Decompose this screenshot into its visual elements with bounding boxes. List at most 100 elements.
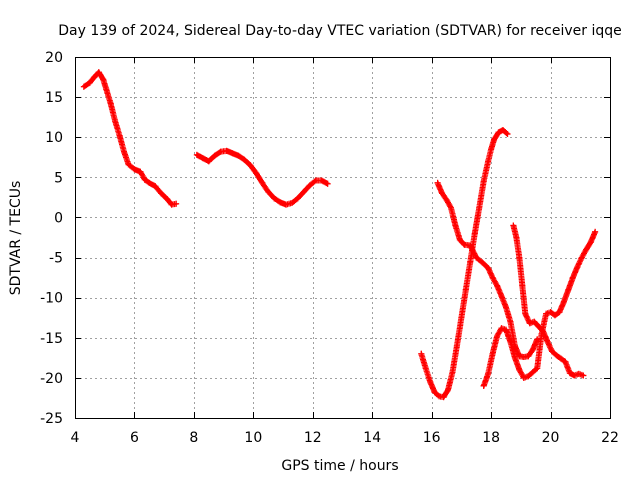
x-tick-labels: 4 6 8 10 12 14 16 18 20 22 bbox=[71, 430, 619, 446]
data-point bbox=[422, 365, 429, 372]
x-tick-label: 12 bbox=[304, 430, 322, 446]
data-point bbox=[560, 298, 567, 305]
data-point bbox=[229, 150, 236, 157]
data-point bbox=[103, 86, 110, 93]
data-point bbox=[158, 190, 165, 197]
data-point bbox=[205, 158, 212, 165]
data-point bbox=[436, 393, 443, 400]
data-point bbox=[513, 234, 520, 241]
x-tick-label: 4 bbox=[71, 430, 80, 446]
data-point bbox=[488, 146, 495, 153]
data-point bbox=[520, 374, 527, 381]
series-arc-1 bbox=[80, 69, 180, 208]
data-point bbox=[549, 348, 555, 355]
data-point bbox=[503, 326, 509, 333]
x-tick-label: 20 bbox=[542, 430, 560, 446]
data-point bbox=[440, 394, 447, 401]
data-point bbox=[259, 179, 266, 186]
data-point bbox=[152, 183, 159, 190]
data-point bbox=[552, 312, 558, 319]
data-point bbox=[91, 74, 98, 81]
data-point bbox=[526, 320, 533, 327]
x-tick-label: 14 bbox=[363, 430, 381, 446]
data-point bbox=[592, 228, 599, 235]
data-point bbox=[443, 196, 450, 203]
data-point bbox=[125, 161, 132, 168]
data-point bbox=[173, 200, 180, 207]
data-point bbox=[531, 318, 538, 325]
data-point bbox=[137, 168, 144, 175]
grid bbox=[75, 57, 610, 418]
y-tick-label: 10 bbox=[45, 130, 63, 146]
data-point bbox=[574, 264, 581, 271]
data-point bbox=[494, 333, 501, 340]
y-axis-title: SDTVAR / TECUs bbox=[8, 181, 24, 296]
data-point bbox=[583, 246, 590, 253]
data-point bbox=[578, 254, 585, 261]
data-point bbox=[485, 265, 492, 271]
data-point bbox=[121, 148, 127, 155]
data-point bbox=[522, 310, 529, 317]
data-point bbox=[485, 370, 492, 377]
x-axis-title: GPS time / hours bbox=[281, 458, 398, 474]
data-point bbox=[571, 372, 578, 379]
x-tick-label: 8 bbox=[189, 430, 198, 446]
data-point bbox=[504, 131, 511, 137]
data-point bbox=[306, 182, 313, 189]
series-markers bbox=[80, 69, 180, 208]
series-arc-3 bbox=[418, 127, 511, 401]
y-tick-label: 15 bbox=[45, 90, 63, 106]
data-point bbox=[556, 309, 563, 316]
data-point bbox=[529, 346, 536, 353]
data-point bbox=[289, 200, 295, 206]
data-point bbox=[494, 282, 501, 289]
data-point bbox=[265, 188, 272, 195]
x-tick-label: 6 bbox=[130, 430, 139, 446]
data-point bbox=[418, 350, 425, 357]
data-point bbox=[467, 242, 474, 249]
data-point bbox=[271, 195, 278, 202]
data-point bbox=[217, 148, 224, 155]
data-point bbox=[445, 386, 451, 393]
x-tick-label: 18 bbox=[482, 430, 500, 446]
data-point bbox=[473, 254, 480, 261]
y-tick-labels: -25 -20 -15 -10 -5 0 5 10 15 20 bbox=[40, 50, 63, 427]
data-point bbox=[491, 136, 498, 143]
data-point bbox=[211, 152, 218, 159]
data-point bbox=[525, 353, 532, 360]
data-point bbox=[516, 366, 523, 373]
data-point bbox=[543, 310, 550, 317]
data-point bbox=[519, 282, 526, 289]
data-point bbox=[580, 372, 587, 379]
data-point bbox=[168, 201, 175, 208]
data-point bbox=[452, 222, 459, 229]
y-tick-label: -10 bbox=[40, 291, 63, 307]
data-point bbox=[489, 274, 496, 281]
data-point bbox=[498, 293, 505, 300]
data-point bbox=[312, 177, 319, 184]
data-point bbox=[448, 204, 454, 211]
data-point bbox=[141, 176, 148, 183]
data-point bbox=[520, 354, 527, 360]
data-point bbox=[565, 286, 572, 293]
y-tick-label: -5 bbox=[49, 251, 63, 267]
data-point bbox=[480, 382, 487, 389]
data-point bbox=[510, 222, 517, 229]
data-point bbox=[503, 304, 509, 311]
data-point bbox=[461, 241, 468, 248]
x-tick-label: 22 bbox=[601, 430, 619, 446]
data-point bbox=[223, 147, 230, 154]
y-tick-label: -25 bbox=[40, 411, 63, 427]
data-point bbox=[507, 338, 514, 345]
data-point bbox=[100, 76, 107, 83]
data-point bbox=[235, 152, 242, 159]
data-point bbox=[525, 373, 532, 380]
data-point bbox=[300, 188, 307, 195]
data-point bbox=[241, 156, 248, 163]
data-point bbox=[146, 179, 153, 186]
x-tick-label: 16 bbox=[423, 430, 441, 446]
data-point bbox=[498, 325, 505, 332]
y-tick-label: 0 bbox=[54, 210, 63, 226]
data-point bbox=[458, 314, 465, 321]
